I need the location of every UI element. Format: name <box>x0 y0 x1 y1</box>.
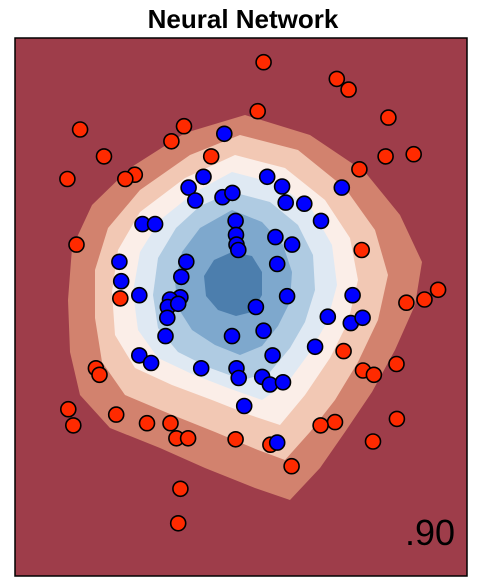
blue-point <box>179 254 194 269</box>
red-point <box>389 411 404 426</box>
red-point <box>284 459 299 474</box>
red-point <box>109 407 124 422</box>
red-point <box>399 295 414 310</box>
red-point <box>73 122 88 137</box>
red-point <box>328 415 343 430</box>
red-point <box>69 237 84 252</box>
red-point <box>406 147 421 162</box>
blue-point <box>355 310 370 325</box>
blue-point <box>112 254 127 269</box>
blue-point <box>144 356 159 371</box>
blue-point <box>160 310 175 325</box>
red-point <box>97 149 112 164</box>
blue-point <box>280 289 295 304</box>
blue-point <box>217 126 232 141</box>
blue-point <box>260 169 275 184</box>
blue-point <box>231 243 246 258</box>
blue-point <box>225 329 240 344</box>
blue-point <box>308 339 323 354</box>
red-point <box>164 134 179 149</box>
red-point <box>366 434 381 449</box>
blue-point <box>265 348 280 363</box>
red-point <box>177 119 192 134</box>
blue-point <box>334 180 349 195</box>
red-point <box>181 431 196 446</box>
blue-point <box>158 329 173 344</box>
red-point <box>163 416 178 431</box>
red-point <box>61 402 76 417</box>
blue-point <box>270 257 285 272</box>
blue-point <box>225 185 240 200</box>
blue-point <box>171 296 186 311</box>
blue-point <box>114 274 129 289</box>
red-point <box>389 357 404 372</box>
red-point <box>313 418 328 433</box>
score-label: .90 <box>405 512 455 553</box>
blue-point <box>231 371 246 386</box>
blue-point <box>228 213 243 228</box>
red-point <box>431 282 446 297</box>
red-point <box>417 292 432 307</box>
blue-point <box>297 196 312 211</box>
blue-point <box>276 375 291 390</box>
red-point <box>140 416 155 431</box>
blue-point <box>270 435 285 450</box>
blue-point <box>256 323 271 338</box>
red-point <box>250 104 265 119</box>
blue-point <box>237 399 252 414</box>
decision-surface <box>15 38 467 576</box>
red-point <box>171 516 186 531</box>
red-point <box>118 172 133 187</box>
red-point <box>173 481 188 496</box>
blue-point <box>268 230 283 245</box>
blue-point <box>148 217 163 232</box>
blue-point <box>275 179 290 194</box>
blue-point <box>285 237 300 252</box>
red-point <box>366 367 381 382</box>
red-point <box>228 432 243 447</box>
red-point <box>92 367 107 382</box>
blue-point <box>345 288 360 303</box>
blue-point <box>132 288 147 303</box>
blue-point <box>278 195 293 210</box>
red-point <box>352 162 367 177</box>
red-point <box>113 291 128 306</box>
red-point <box>60 172 75 187</box>
blue-point <box>188 193 203 208</box>
blue-point <box>174 269 189 284</box>
blue-point <box>248 300 263 315</box>
blue-point <box>196 169 211 184</box>
blue-point <box>314 213 329 228</box>
red-point <box>204 149 219 164</box>
blue-point <box>320 309 335 324</box>
red-point <box>378 149 393 164</box>
red-point <box>256 55 271 70</box>
red-point <box>336 344 351 359</box>
red-point <box>66 418 81 433</box>
red-point <box>329 71 344 86</box>
red-point <box>354 243 369 258</box>
red-point <box>381 110 396 125</box>
red-point <box>341 82 356 97</box>
blue-point <box>194 361 209 376</box>
